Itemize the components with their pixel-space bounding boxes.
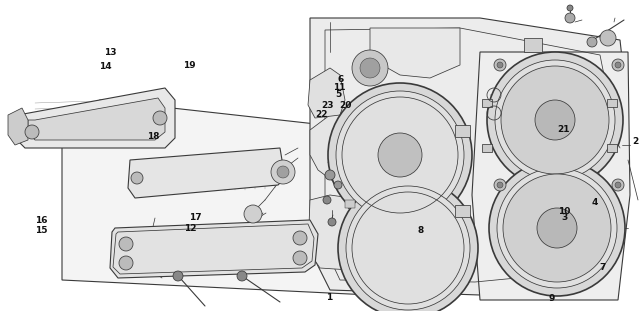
Polygon shape xyxy=(128,148,285,198)
Text: 16: 16 xyxy=(35,216,48,225)
Circle shape xyxy=(325,170,335,180)
Circle shape xyxy=(352,50,388,86)
Circle shape xyxy=(336,91,464,219)
Text: 12: 12 xyxy=(184,224,197,233)
Circle shape xyxy=(495,60,615,180)
Circle shape xyxy=(328,218,336,226)
Circle shape xyxy=(565,13,575,23)
Bar xyxy=(524,38,542,52)
Text: 3: 3 xyxy=(561,213,568,222)
Text: 11: 11 xyxy=(333,83,346,91)
Text: 7: 7 xyxy=(600,263,606,272)
Bar xyxy=(607,99,617,107)
Circle shape xyxy=(615,182,621,188)
Circle shape xyxy=(293,251,307,265)
Circle shape xyxy=(497,62,503,68)
Polygon shape xyxy=(308,68,345,118)
Bar xyxy=(482,144,492,152)
Circle shape xyxy=(173,271,183,281)
Text: 17: 17 xyxy=(189,213,202,222)
Text: 1: 1 xyxy=(326,293,333,301)
Polygon shape xyxy=(8,108,28,145)
Circle shape xyxy=(612,179,624,191)
Polygon shape xyxy=(28,98,165,140)
Circle shape xyxy=(277,166,289,178)
Text: 23: 23 xyxy=(321,101,334,110)
Text: 22: 22 xyxy=(315,110,328,119)
Circle shape xyxy=(293,231,307,245)
Text: 14: 14 xyxy=(99,63,112,71)
Bar xyxy=(607,144,617,152)
Circle shape xyxy=(378,133,422,177)
Polygon shape xyxy=(110,220,318,278)
Circle shape xyxy=(501,66,609,174)
Circle shape xyxy=(346,186,470,310)
Text: 13: 13 xyxy=(104,48,116,57)
Circle shape xyxy=(487,52,623,188)
Text: 8: 8 xyxy=(418,226,424,234)
Text: 4: 4 xyxy=(592,198,598,207)
Bar xyxy=(455,125,470,137)
Circle shape xyxy=(153,111,167,125)
Polygon shape xyxy=(310,100,450,200)
Bar xyxy=(482,99,492,107)
Circle shape xyxy=(537,208,577,248)
Circle shape xyxy=(535,100,575,140)
Circle shape xyxy=(615,62,621,68)
Polygon shape xyxy=(15,88,175,148)
Text: 5: 5 xyxy=(335,91,341,99)
Text: 9: 9 xyxy=(548,294,555,303)
Circle shape xyxy=(567,5,573,11)
Circle shape xyxy=(494,59,506,71)
Polygon shape xyxy=(310,18,625,295)
Circle shape xyxy=(612,59,624,71)
Circle shape xyxy=(497,168,617,288)
Text: 2: 2 xyxy=(632,137,638,146)
Circle shape xyxy=(271,160,295,184)
Circle shape xyxy=(338,178,478,311)
Circle shape xyxy=(237,271,247,281)
Polygon shape xyxy=(62,100,370,295)
Circle shape xyxy=(489,160,625,296)
Circle shape xyxy=(497,182,503,188)
Bar xyxy=(345,200,355,208)
Polygon shape xyxy=(472,52,630,300)
Circle shape xyxy=(334,181,342,189)
Polygon shape xyxy=(308,195,380,270)
Circle shape xyxy=(600,30,616,46)
Text: 19: 19 xyxy=(183,61,196,70)
Circle shape xyxy=(494,179,506,191)
Circle shape xyxy=(328,83,472,227)
Text: 21: 21 xyxy=(557,125,570,133)
Circle shape xyxy=(360,58,380,78)
Text: 20: 20 xyxy=(339,101,352,110)
Circle shape xyxy=(131,172,143,184)
Circle shape xyxy=(244,205,262,223)
Circle shape xyxy=(587,37,597,47)
Polygon shape xyxy=(370,28,460,78)
Circle shape xyxy=(503,174,611,282)
Circle shape xyxy=(25,125,39,139)
Text: 10: 10 xyxy=(558,207,571,216)
Circle shape xyxy=(323,196,331,204)
Circle shape xyxy=(119,237,133,251)
Text: 18: 18 xyxy=(147,132,160,141)
Circle shape xyxy=(119,256,133,270)
Text: 15: 15 xyxy=(35,226,48,234)
Text: 6: 6 xyxy=(337,75,344,84)
Bar xyxy=(455,205,470,217)
